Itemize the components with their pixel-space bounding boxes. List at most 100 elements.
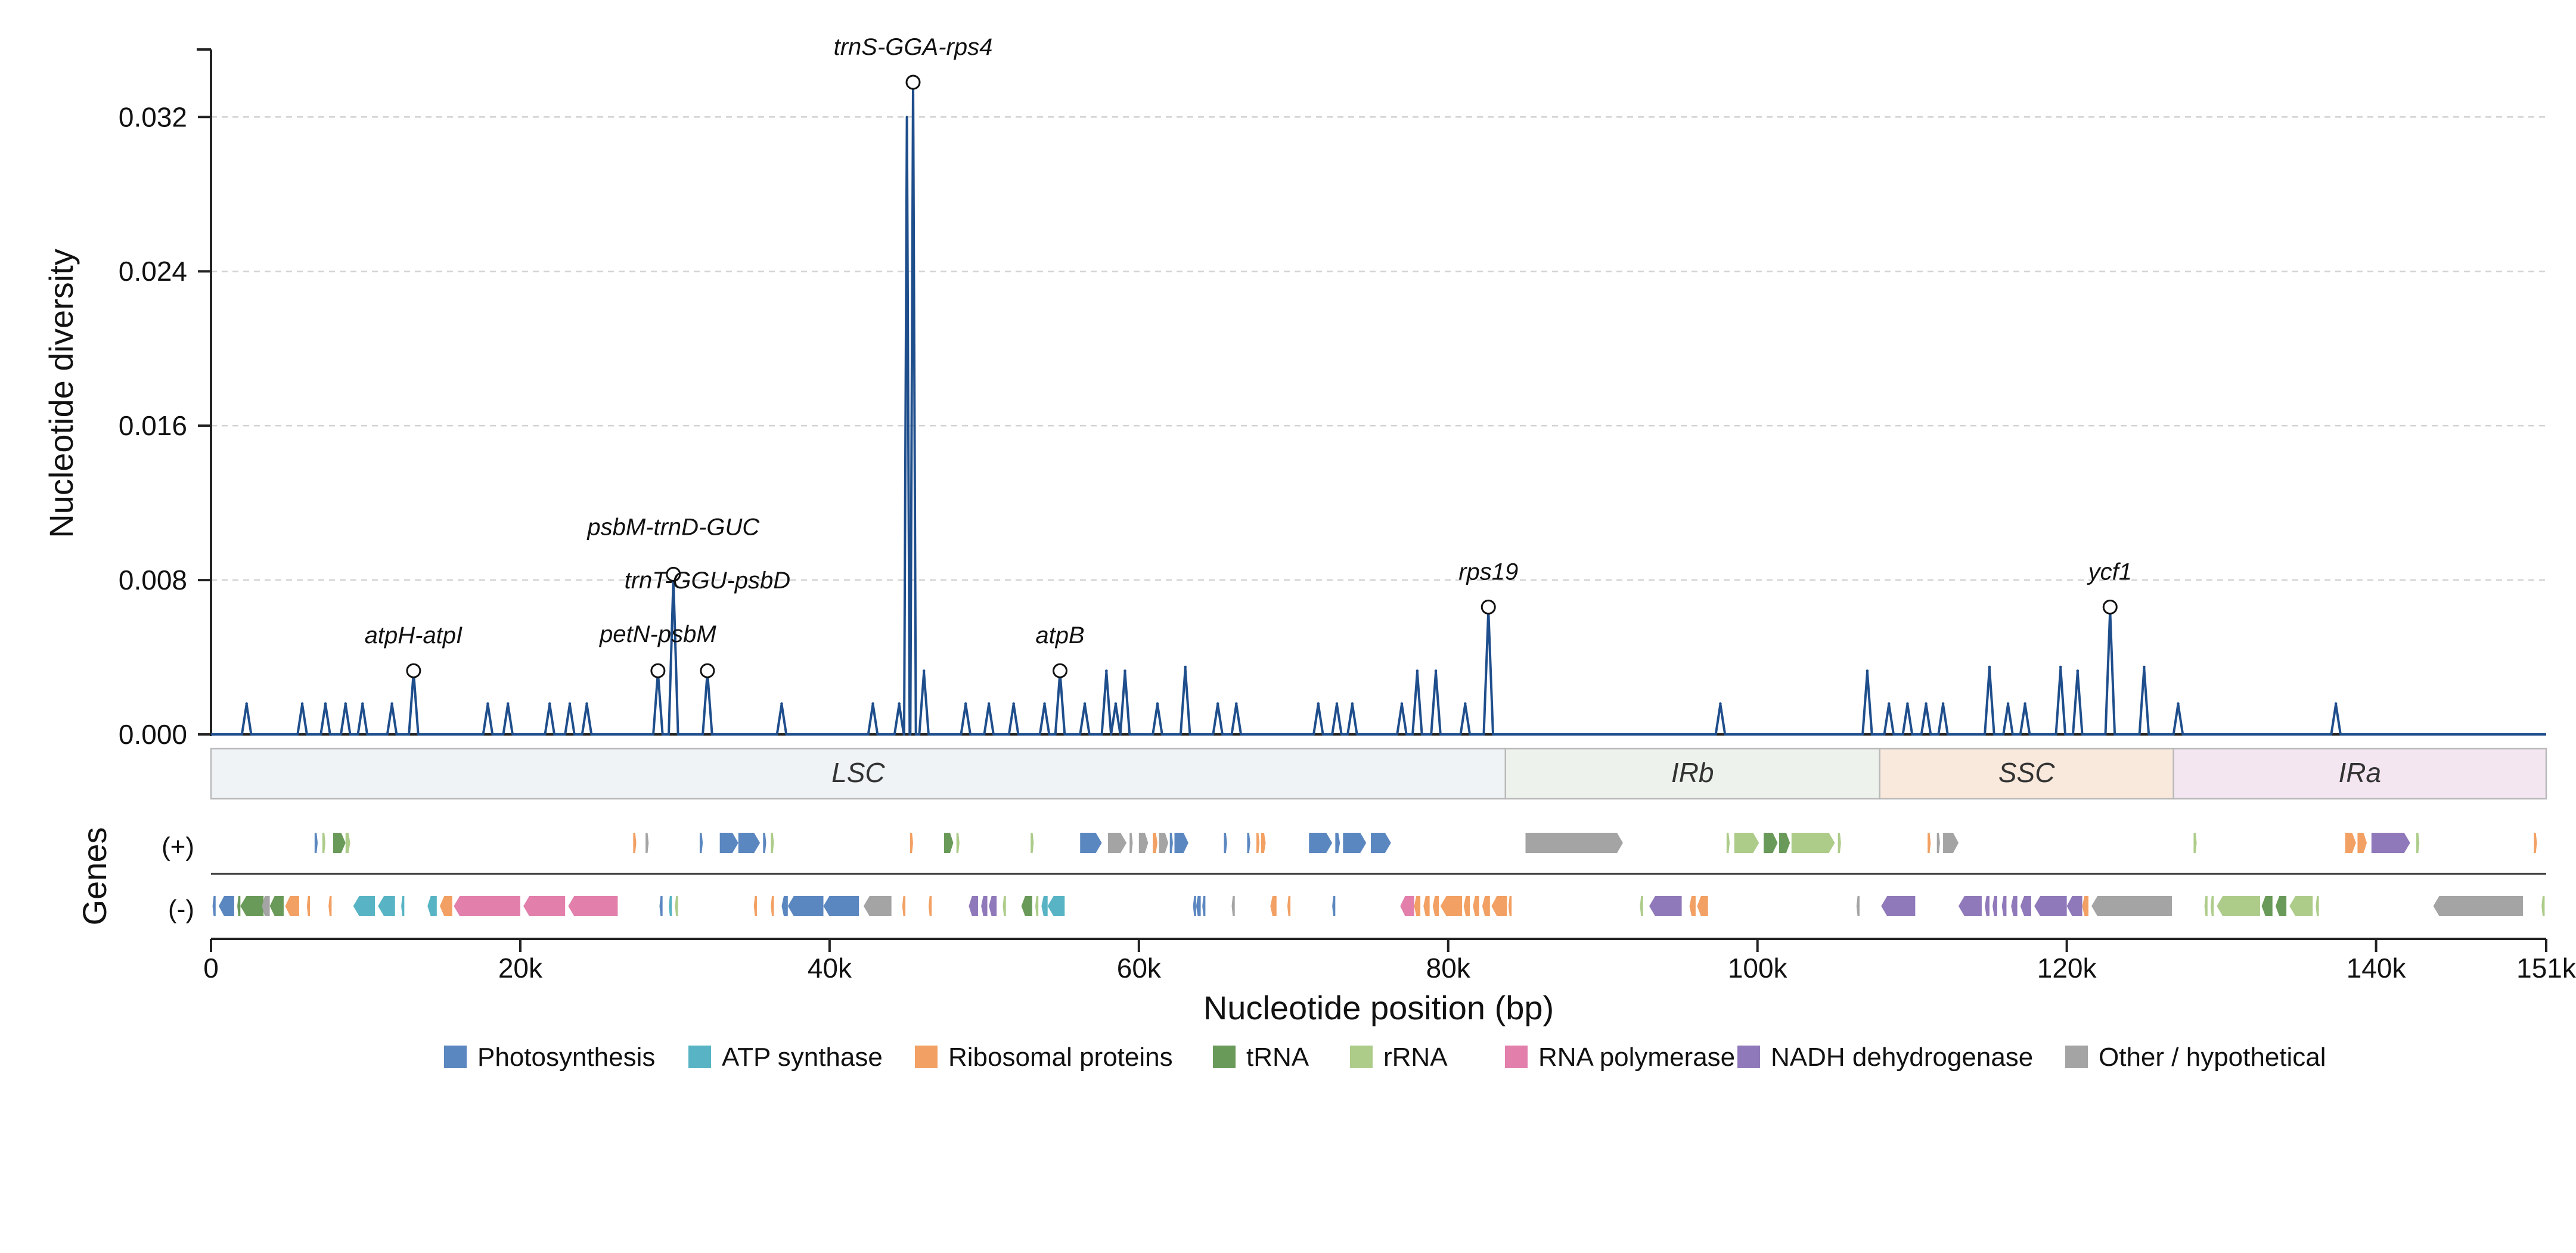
gene-ribo	[1153, 833, 1157, 853]
gene-rrna	[2204, 896, 2208, 916]
gene-atp	[1047, 896, 1065, 916]
gene-other	[1129, 833, 1133, 853]
gene-other	[1943, 833, 1959, 853]
legend-label: rRNA	[1383, 1043, 1448, 1072]
x-tick-label: 80k	[1426, 953, 1471, 984]
gene-ribo	[2345, 833, 2356, 853]
gene-other	[1107, 833, 1127, 853]
gene-other	[2091, 896, 2172, 916]
gene-ribo	[1261, 833, 1266, 853]
gene-ribo	[1432, 896, 1439, 916]
legend-swatch-rnap	[1505, 1046, 1528, 1068]
y-axis: 0.000 0.008 0.016 0.024 0.032 Nucleotide div…	[42, 48, 212, 750]
x-tick-label: 20k	[498, 953, 543, 984]
x-tick-label: 40k	[808, 953, 852, 984]
gene-rrna	[1791, 833, 1835, 853]
region-label: SSC	[1998, 757, 2055, 788]
x-tick-label: 100k	[1728, 953, 1788, 984]
gene-rrna	[1003, 896, 1006, 916]
peak-marker	[2102, 599, 2118, 615]
gene-other	[1159, 833, 1169, 853]
gene-ribo	[328, 896, 332, 916]
gene-ndh	[1649, 896, 1682, 916]
minus-strand-label: (-)	[168, 895, 194, 924]
gene-rrna	[2210, 896, 2214, 916]
x-axis: 0 20k 40k 60k 80k 100k 120k 140k 151k Nucleotide…	[203, 938, 2576, 1026]
gene-photo	[1193, 896, 1196, 916]
gene-rrna	[1031, 833, 1034, 853]
gene-ndh	[2066, 896, 2082, 916]
legend-label: Ribosomal proteins	[948, 1043, 1173, 1072]
x-tick-label: 0	[203, 953, 219, 984]
region-ira	[2172, 748, 2547, 800]
gene-photo	[1332, 896, 1336, 916]
gene-photo	[738, 833, 761, 853]
gene-photo	[1080, 833, 1102, 853]
plus-strand-genes	[314, 833, 2537, 853]
gene-ribo	[1928, 833, 1931, 853]
gene-rrna	[2217, 896, 2260, 916]
gene-ribo	[1440, 896, 1463, 916]
gene-photo	[1224, 833, 1227, 853]
genes-track-label: Genes	[76, 827, 113, 926]
peak-marker	[650, 663, 666, 678]
gene-photo	[787, 896, 824, 916]
gene-atp	[401, 896, 405, 916]
gene-rrna	[1734, 833, 1759, 853]
peak-marker	[666, 566, 681, 582]
gene-rnap	[523, 896, 566, 916]
gene-photo	[1343, 833, 1367, 853]
gene-photo	[659, 896, 663, 916]
x-tick-label: 120k	[2037, 953, 2097, 984]
gene-ndh	[2011, 896, 2018, 916]
gene-atp	[669, 896, 672, 916]
y-tick-label: 0.000	[119, 719, 187, 750]
gene-photo	[1335, 833, 1340, 853]
gene-other	[2433, 896, 2524, 916]
gene-atp	[353, 896, 375, 916]
peak-label: trnS-GGA-rps4	[834, 34, 993, 60]
legend-swatch-ribo	[915, 1046, 938, 1068]
region-lsc	[210, 748, 1507, 800]
gene-rrna	[2316, 896, 2319, 916]
legend-label: Other / hypothetical	[2099, 1043, 2326, 1072]
gene-rnap	[454, 896, 520, 916]
legend-swatch-other	[2065, 1046, 2088, 1068]
gene-ribo	[1482, 896, 1490, 916]
gene-photo	[1202, 896, 1206, 916]
gene-ndh	[969, 896, 978, 916]
gene-photo	[1309, 833, 1333, 853]
gene-rnap	[1400, 896, 1414, 916]
gene-ribo	[1508, 896, 1512, 916]
gene-ribo	[902, 896, 906, 916]
gene-rrna	[1035, 896, 1039, 916]
gene-photo	[212, 896, 216, 916]
gene-other	[1525, 833, 1623, 853]
gene-photo	[1169, 833, 1173, 853]
gene-ndh	[981, 896, 988, 916]
region-label: LSC	[831, 757, 885, 788]
gene-other	[1138, 833, 1149, 853]
gene-ribo	[1423, 896, 1430, 916]
gene-other	[1856, 896, 1860, 916]
gene-photo	[699, 833, 703, 853]
gene-ndh	[2371, 833, 2410, 853]
gene-photo	[823, 896, 859, 916]
gene-rrna	[322, 833, 326, 853]
gene-photo	[1247, 833, 1250, 853]
gene-rrna	[345, 833, 350, 853]
gene-photo	[719, 833, 738, 853]
region-label: IRa	[2339, 757, 2382, 788]
gene-photo	[763, 833, 766, 853]
gene-trna	[1764, 833, 1778, 853]
gene-trna	[1021, 896, 1032, 916]
y-tick-label: 0.024	[119, 256, 187, 287]
gene-rrna	[1838, 833, 1841, 853]
gene-other	[645, 833, 649, 853]
gene-ndh	[2034, 896, 2067, 916]
gene-photo	[781, 896, 788, 916]
gene-ndh	[2020, 896, 2031, 916]
gene-trna	[237, 896, 241, 916]
gene-photo	[314, 833, 318, 853]
gene-other	[1936, 833, 1940, 853]
